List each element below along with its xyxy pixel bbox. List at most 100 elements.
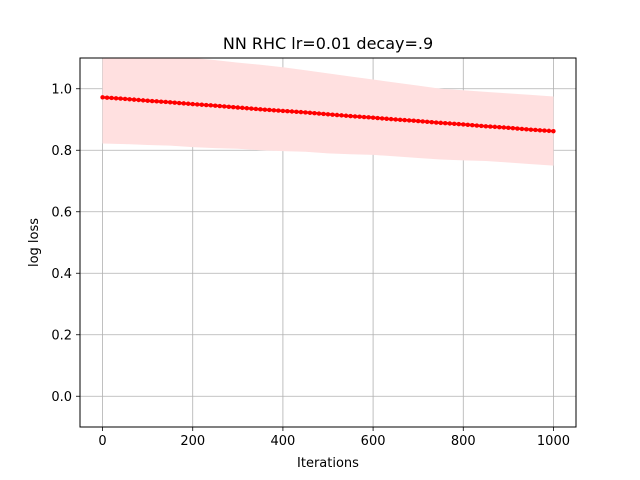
data-point	[154, 99, 159, 104]
data-point	[235, 105, 241, 110]
data-point	[406, 118, 412, 123]
data-point	[113, 96, 119, 101]
x-tick-label: 1000	[537, 434, 570, 449]
data-point	[470, 122, 475, 128]
data-point	[312, 110, 317, 116]
data-point	[343, 113, 349, 118]
y-tick-label: 0.4	[51, 267, 72, 282]
data-point	[262, 107, 268, 112]
data-point	[136, 97, 141, 103]
data-point	[384, 116, 389, 121]
data-point	[519, 126, 525, 132]
data-point	[497, 124, 502, 130]
data-point	[280, 108, 286, 114]
data-point	[361, 114, 367, 120]
data-point	[379, 116, 385, 121]
data-point	[258, 107, 263, 112]
data-point	[524, 127, 529, 132]
data-point	[190, 101, 195, 107]
data-point	[330, 112, 335, 117]
data-point	[100, 95, 105, 100]
x-axis-label: Iterations	[297, 456, 359, 471]
data-point	[231, 104, 236, 110]
data-point	[510, 125, 516, 131]
data-point	[488, 124, 493, 129]
data-point	[542, 128, 547, 133]
data-point	[222, 104, 227, 109]
data-point	[388, 116, 394, 122]
y-tick-label: 0.6	[51, 205, 72, 220]
data-point	[118, 96, 123, 101]
data-point	[483, 124, 489, 129]
data-point	[267, 107, 272, 113]
data-point	[285, 108, 290, 114]
data-point	[244, 106, 250, 111]
data-point	[515, 126, 520, 131]
data-point	[411, 118, 416, 123]
data-point	[208, 103, 213, 108]
data-point	[303, 110, 308, 115]
data-point	[334, 112, 340, 118]
x-tick-label: 600	[361, 434, 386, 449]
data-point	[145, 98, 150, 103]
data-point	[158, 99, 164, 104]
x-tick-label: 800	[451, 434, 476, 449]
data-point	[181, 101, 186, 106]
y-tick-label: 0.2	[51, 328, 72, 343]
data-point	[366, 115, 371, 120]
data-point	[397, 117, 403, 123]
data-point	[289, 109, 295, 114]
data-point	[375, 115, 380, 121]
data-point	[316, 111, 322, 116]
y-axis: 0.0 0.2 0.4 0.6 0.8 1.0	[51, 82, 80, 405]
data-point	[402, 117, 407, 123]
series-points	[100, 95, 556, 134]
data-point	[425, 119, 430, 124]
data-point	[456, 121, 461, 127]
plot-frame	[79, 57, 577, 428]
chart-title: NN RHC lr=0.01 decay=.9	[223, 34, 433, 53]
data-point	[501, 125, 507, 130]
data-point	[325, 112, 331, 117]
data-point	[429, 119, 434, 125]
data-point	[506, 125, 511, 131]
data-point	[465, 122, 470, 127]
data-point	[370, 115, 376, 120]
data-point	[122, 96, 128, 102]
data-point	[352, 114, 358, 119]
data-point	[226, 104, 231, 109]
data-point	[104, 95, 110, 100]
data-point	[249, 106, 254, 111]
data-point	[348, 113, 353, 119]
data-point	[479, 123, 484, 129]
y-axis-label: log loss	[27, 218, 42, 267]
data-point	[195, 102, 200, 107]
data-point	[149, 98, 155, 104]
data-point	[213, 103, 218, 108]
x-tick-label: 400	[270, 434, 295, 449]
data-point	[240, 105, 245, 111]
data-point	[474, 123, 479, 128]
data-point	[443, 120, 448, 126]
data-point	[533, 127, 538, 133]
data-point	[546, 128, 552, 134]
data-point	[461, 122, 466, 127]
data-point	[447, 121, 452, 126]
data-point	[131, 97, 137, 102]
x-tick-label: 200	[180, 434, 205, 449]
data-point	[452, 121, 457, 127]
x-axis: 0 200 400 600 800 1000	[98, 427, 570, 449]
data-point	[537, 128, 543, 133]
data-point	[167, 100, 173, 105]
data-point	[177, 100, 182, 106]
data-point	[551, 128, 556, 134]
data-point	[217, 103, 222, 109]
data-point	[204, 102, 209, 108]
data-point	[199, 102, 204, 107]
data-point	[434, 120, 439, 125]
data-point	[415, 118, 421, 124]
data-point	[393, 117, 398, 122]
data-point	[307, 110, 313, 115]
y-tick-label: 0.0	[51, 390, 72, 405]
